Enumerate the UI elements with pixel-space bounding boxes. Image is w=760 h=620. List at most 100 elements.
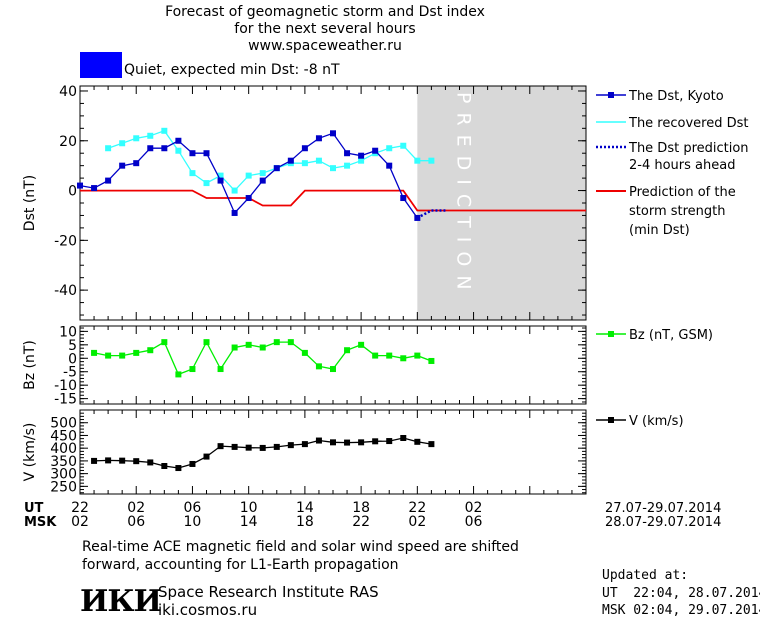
ut-tick-label: 06: [184, 500, 202, 516]
ytick-label-dst: -40: [54, 283, 77, 299]
legend-storm-2: storm strength: [629, 204, 726, 219]
recovered-dst-point: [414, 157, 421, 164]
solar-wind-speed-point: [245, 444, 252, 451]
msk-tick-label: 10: [184, 514, 202, 530]
dst-kyoto-point: [245, 195, 252, 202]
panel-frame-bz: [79, 325, 587, 405]
recovered-dst-point: [147, 132, 154, 139]
ytick-label-v: 250: [50, 479, 77, 495]
solar-wind-speed-point: [133, 458, 140, 465]
dst-kyoto-point: [203, 150, 210, 157]
bz-point: [203, 339, 210, 346]
prediction-label: PREDICTION: [452, 92, 474, 299]
ytick-label-v: 450: [50, 428, 77, 444]
footer-note-line1: Real-time ACE magnetic field and solar w…: [82, 539, 519, 555]
ytick-label-dst: 20: [59, 134, 77, 150]
ytick-label-v: 500: [50, 416, 77, 432]
dst-kyoto-point: [301, 145, 308, 152]
storm-prediction-line: [80, 189, 586, 212]
msk-tick-label: 06: [127, 514, 145, 530]
msk-tick-label: 18: [296, 514, 314, 530]
recovered-dst-point: [400, 142, 407, 149]
ut-tick-label: 22: [71, 500, 89, 516]
bz-point: [133, 349, 140, 356]
ytick-label-v: 300: [50, 467, 77, 483]
institute-name: Space Research Institute RAS: [158, 583, 379, 601]
solar-wind-speed-point: [330, 439, 336, 446]
dst-kyoto-point: [119, 162, 126, 169]
dst-kyoto-point: [287, 157, 294, 164]
bz-point: [330, 366, 336, 373]
dst-kyoto-point: [217, 177, 224, 184]
bz-point: [315, 363, 322, 370]
ut-label: UT: [24, 501, 44, 516]
solar-wind-speed-point: [287, 442, 294, 449]
updated-label: Updated at:: [602, 568, 689, 583]
recovered-dst-point: [259, 170, 266, 177]
msk-tick-label: 02: [71, 514, 89, 530]
solar-wind-speed-point: [105, 457, 112, 464]
legend-bz: Bz (nT, GSM): [629, 328, 713, 343]
status-color-box: [80, 52, 122, 78]
updated-ut: UT 22:04, 28.07.2014: [602, 586, 760, 601]
msk-tick-label: 22: [352, 514, 370, 530]
recovered-dst-point: [330, 165, 336, 172]
ytick-label-bz: 0: [68, 351, 77, 367]
legend-dst: The Dst, Kyoto: [628, 89, 724, 104]
dst-kyoto-point: [133, 160, 140, 167]
solar-wind-speed-point: [273, 443, 280, 450]
dst-kyoto-point: [259, 177, 266, 184]
dst-kyoto-point: [386, 162, 393, 169]
recovered-dst-point: [428, 157, 435, 164]
solar-wind-speed-point: [400, 435, 407, 441]
dst-kyoto-point: [105, 177, 112, 184]
chart-title-url: www.spaceweather.ru: [248, 38, 402, 54]
bz-point: [147, 347, 154, 354]
ylabel-v: V (km/s): [22, 423, 38, 482]
bz-point: [161, 339, 168, 346]
ytick-label-bz: 10: [59, 324, 77, 340]
recovered-dst-point: [344, 162, 351, 169]
bz-point: [217, 366, 224, 373]
recovered-dst-point: [133, 135, 140, 142]
msk-range: 28.07-29.07.2014: [605, 515, 721, 530]
solar-wind-speed-point: [231, 443, 238, 450]
chart-title-line1: Forecast of geomagnetic storm and Dst in…: [165, 4, 485, 20]
ut-tick-label: 02: [465, 500, 483, 516]
dst-prediction-line: [416, 209, 446, 220]
bz-point: [91, 349, 98, 356]
ytick-label-v: 400: [50, 441, 77, 457]
solar-wind-speed-point: [315, 437, 322, 444]
solar-wind-speed-point: [217, 443, 224, 450]
ytick-label-bz: 5: [68, 338, 77, 354]
recovered-dst-point: [301, 160, 308, 167]
ut-tick-label: 14: [296, 500, 314, 516]
ytick-label-dst: 40: [59, 84, 77, 100]
ut-tick-label: 22: [408, 500, 426, 516]
ut-range: 27.07-29.07.2014: [605, 501, 721, 516]
institute-site[interactable]: iki.cosmos.ru: [158, 601, 258, 619]
bz-point: [231, 344, 238, 351]
recovered-dst-point: [217, 172, 224, 179]
ytick-label-bz: -5: [63, 365, 77, 381]
ut-tick-label: 02: [127, 500, 145, 516]
dst-kyoto-point: [372, 147, 379, 154]
legend-dst-pred-1: The Dst prediction: [628, 141, 749, 156]
bz-point: [175, 371, 182, 378]
solar-wind-speed-point: [147, 459, 154, 466]
dst-kyoto-point: [231, 209, 238, 216]
dst-kyoto-point: [358, 152, 365, 159]
solar-wind-speed-legend-marker: [608, 417, 614, 423]
dst-kyoto-point: [330, 130, 336, 137]
recovered-dst-point: [119, 140, 126, 147]
dst-kyoto-point: [189, 150, 196, 157]
bz-point: [301, 349, 308, 356]
recovered-dst-point: [386, 145, 393, 152]
solar-wind-speed-point: [259, 444, 266, 451]
ytick-label-dst: 0: [68, 184, 77, 200]
solar-wind-speed-point: [161, 463, 168, 469]
dst-kyoto-point: [147, 145, 154, 152]
legend-recovered: The recovered Dst: [628, 116, 748, 131]
solar-wind-speed-point: [386, 438, 393, 445]
